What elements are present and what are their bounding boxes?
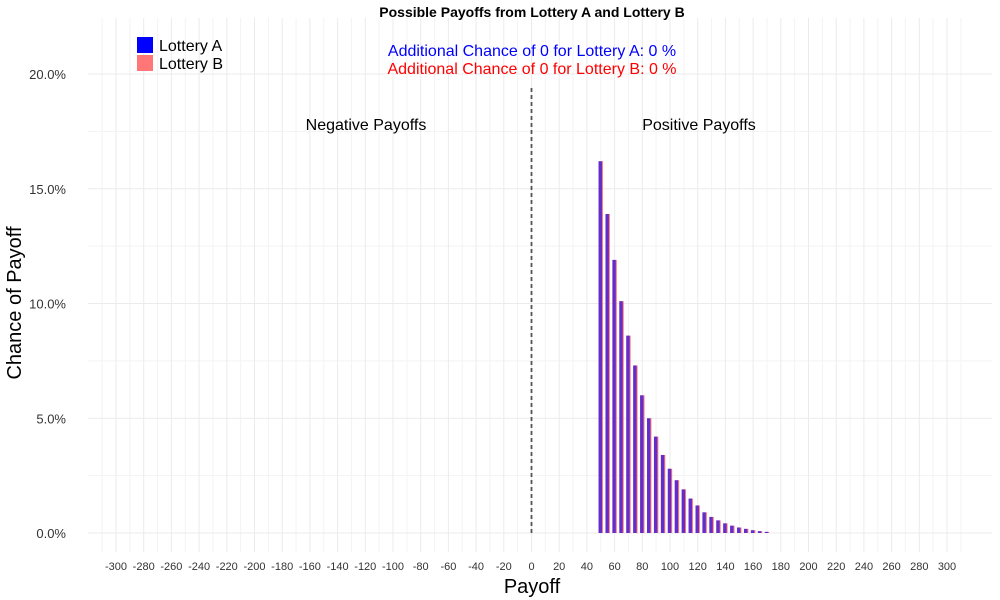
bar-lottery-a [723,523,727,533]
x-tick-label: -120 [354,561,376,573]
bar-lottery-a [605,213,609,533]
x-tick-label: 120 [689,561,707,573]
bar-lottery-a [653,436,658,533]
lottery-a-zero-chance-annotation: Additional Chance of 0 for Lottery A: 0 … [388,43,676,60]
bar-lottery-a [737,527,741,533]
legend-swatch-lottery-b [137,55,153,71]
x-tick-label: -80 [413,561,429,573]
x-tick-label: 240 [855,561,873,573]
x-tick-label: 300 [938,561,956,573]
chart-title: Possible Payoffs from Lottery A and Lott… [379,4,684,20]
x-axis-title: Payoff [504,576,561,598]
bar-lottery-a [612,259,616,533]
bar-lottery-a [709,516,713,533]
bar-lottery-a [619,301,623,533]
x-tick-label: 200 [799,561,817,573]
bar-lottery-a [633,365,637,533]
x-tick-label: 280 [910,561,928,573]
x-tick-label: 260 [882,561,900,573]
bar-lottery-a [647,418,651,533]
y-tick-label: 10.0% [29,297,66,312]
x-tick-label: 180 [772,561,790,573]
x-tick-label: -60 [440,561,456,573]
x-tick-label: 40 [581,561,593,573]
bar-lottery-a [681,489,686,533]
x-tick-label: 140 [716,561,734,573]
y-tick-label: 15.0% [29,182,66,197]
x-tick-label: -20 [496,561,512,573]
x-tick-label: -100 [382,561,404,573]
x-tick-label: 100 [661,561,679,573]
bar-lottery-a [640,395,644,533]
bar-lottery-a [688,498,692,533]
x-tick-label: 60 [608,561,620,573]
x-tick-label: 220 [827,561,845,573]
bar-lottery-a [743,528,748,533]
axes: -300 -280 -260 -240 -220 -200 -180 -160 -140 -120… [29,67,956,573]
x-tick-label: -240 [188,561,210,573]
x-tick-label: 160 [744,561,762,573]
legend-swatch-lottery-a [137,37,153,53]
bar-lottery-a [674,480,679,533]
x-tick-label: -280 [133,561,155,573]
x-tick-label: -140 [327,561,349,573]
x-tick-label: -180 [271,561,293,573]
y-tick-label: 20.0% [29,67,66,82]
x-tick-label: -160 [299,561,321,573]
x-tick-label: 20 [553,561,565,573]
y-axis-title: Chance of Payoff [4,226,26,380]
bar-lottery-a [716,520,720,533]
y-tick-label: 0.0% [36,526,66,541]
x-tick-label: 0 [528,561,534,573]
negative-payoffs-label: Negative Payoffs [306,117,427,134]
bar-lottery-a [667,468,672,533]
x-tick-label: 80 [636,561,648,573]
x-tick-label: -300 [105,561,127,573]
legend: Lottery A Lottery B [137,37,223,73]
bar-lottery-a [750,530,755,533]
x-tick-label: -40 [468,561,484,573]
legend-label-lottery-a: Lottery A [159,38,222,55]
bars [598,161,770,533]
bar-lottery-a [695,505,699,533]
grid [88,18,992,552]
bar-lottery-a [660,454,665,533]
x-tick-label: -220 [216,561,238,573]
x-tick-label: -260 [160,561,182,573]
bar-lottery-a [626,335,630,533]
bar-lottery-a [702,512,706,533]
bar-lottery-a [730,525,734,533]
lottery-b-zero-chance-annotation: Additional Chance of 0 for Lottery B: 0 … [387,61,676,78]
y-tick-label: 5.0% [36,411,66,426]
positive-payoffs-label: Positive Payoffs [642,117,756,134]
x-tick-label: -200 [243,561,265,573]
legend-label-lottery-b: Lottery B [159,56,223,73]
bar-lottery-a [764,531,769,533]
bar-lottery-a [757,531,762,533]
bar-lottery-a [598,161,602,533]
